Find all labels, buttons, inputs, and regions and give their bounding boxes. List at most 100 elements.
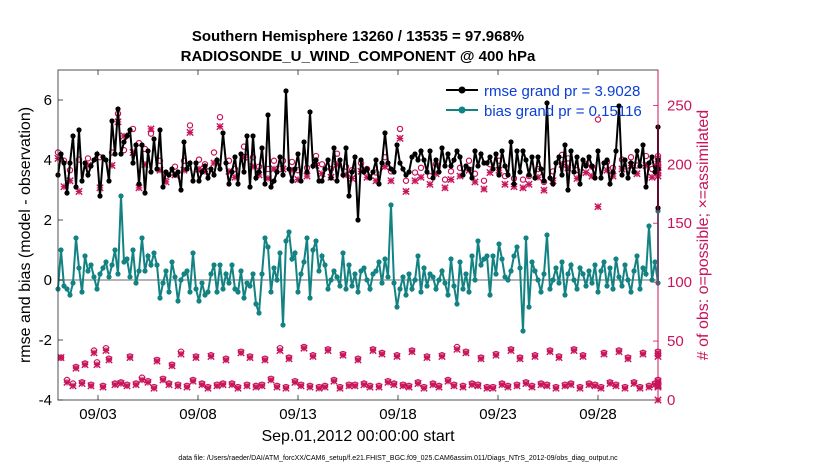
bias-point [178,277,184,283]
rmse-point [487,154,493,160]
assimilated-obs-marker [597,384,605,392]
rmse-point [535,154,541,160]
bias-point [187,289,193,295]
rmse-point [76,127,82,133]
rmse-point [70,133,76,139]
bias-point [556,280,562,286]
bias-point [415,253,421,259]
assimilated-obs-marker [285,355,293,363]
rmse-point [85,172,91,178]
rmse-point [121,139,127,145]
bias-point [580,271,586,277]
rmse-point [460,172,466,178]
bias-point [289,256,295,262]
rmse-point [223,160,229,166]
bias-point [274,277,280,283]
rmse-point [262,181,268,187]
bias-point [79,289,85,295]
rmse-point [568,148,574,154]
assimilated-obs-marker [411,177,419,185]
bias-point [241,295,247,301]
bias-point [115,271,121,277]
y-tick-right-label: 50 [667,333,684,350]
assimilated-obs-marker [447,175,455,184]
assimilated-obs-marker [198,380,206,389]
bias-point [436,277,442,283]
assimilated-obs-marker [303,172,311,180]
assimilated-obs-marker [339,351,347,359]
rmse-point [598,175,604,181]
possible-obs-marker [396,125,404,133]
assimilated-obs-marker [414,379,422,388]
rmse-point [547,175,553,181]
legend-rmse-label: rmse grand pr = 3.9028 [484,83,640,100]
rmse-point [112,151,118,157]
assimilated-obs-marker [93,360,101,369]
bias-point [595,289,601,295]
bias-point [619,283,625,289]
assimilated-obs-marker [528,383,536,391]
bias-point [463,271,469,277]
bias-point [514,244,520,250]
x-tick-label: 09/28 [579,406,617,423]
rmse-point [379,160,385,166]
rmse-point [520,148,526,154]
bias-point [604,283,610,289]
bias-point [91,274,97,280]
rmse-point [247,184,253,190]
rmse-point [154,166,160,172]
possible-obs-marker [216,113,224,121]
assimilated-obs-marker [645,383,653,391]
bias-point [472,277,478,283]
rmse-point [331,145,337,151]
rmse-point [169,166,175,172]
assimilated-obs-marker [216,122,224,131]
y-tick-right-label: 0 [667,392,675,409]
rmse-point [274,169,280,175]
rmse-point [58,151,64,157]
bias-point [112,247,118,253]
bias-point [526,304,532,310]
bias-point [76,265,82,271]
rmse-point [184,166,190,172]
rmse-point [193,160,199,166]
assimilated-obs-marker [462,349,470,357]
assimilated-obs-marker [396,134,404,143]
bias-point [562,292,568,298]
rmse-point [226,181,232,187]
rmse-point [619,172,625,178]
bias-point [283,238,289,244]
rmse-point [370,169,376,175]
bias-point [613,256,619,262]
assimilated-obs-marker [330,377,338,385]
bias-point [190,250,196,256]
assimilated-obs-marker [477,355,485,363]
rmse-point [430,175,436,181]
rmse-point [373,157,379,163]
assimilated-obs-marker [615,347,623,356]
bias-point [544,232,550,238]
bias-point [520,328,526,334]
rmse-point [469,175,475,181]
rmse-point [130,160,136,166]
legend-bias-marker [458,106,466,114]
rmse-point [544,100,550,106]
rmse-point [424,169,430,175]
assimilated-obs-marker [99,383,107,391]
assimilated-obs-marker [585,380,593,389]
rmse-point [517,169,523,175]
assimilated-obs-marker [552,384,560,392]
rmse-point [250,133,256,139]
rmse-point [190,178,196,184]
bias-point [127,274,133,280]
assimilated-obs-marker [186,128,194,137]
rmse-point [328,175,334,181]
rmse-point [322,166,328,172]
bias-point [313,238,319,244]
assimilated-obs-marker [501,180,509,189]
assimilated-obs-marker [63,378,71,387]
x-axis-label: Sep.01,2012 00:00:00 start [261,428,455,445]
x-tick-label: 09/18 [379,406,417,423]
rmse-point [505,172,511,178]
